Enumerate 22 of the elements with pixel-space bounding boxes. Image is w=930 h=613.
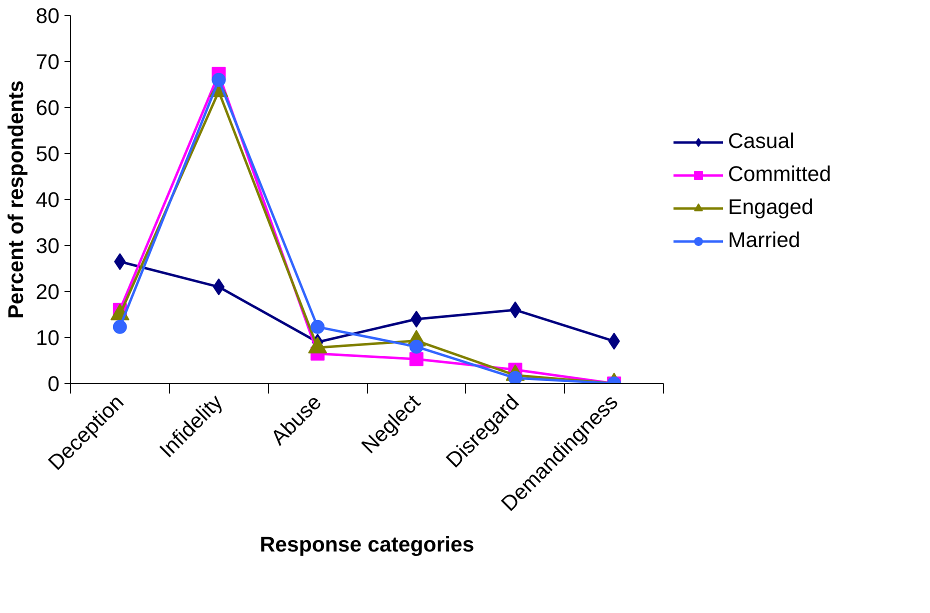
- legend-label: Committed: [728, 162, 832, 187]
- y-tick-label: 60: [36, 96, 60, 120]
- y-axis-title: Percent of respondents: [4, 80, 28, 319]
- point: [212, 278, 225, 296]
- y-tick-label: 10: [36, 326, 60, 350]
- point: [212, 72, 226, 87]
- point: [509, 301, 522, 318]
- x-axis-title: Response categories: [260, 532, 474, 556]
- y-tick-label: 50: [36, 142, 60, 166]
- y-tick-label: 80: [36, 4, 60, 28]
- y-tick-label: 0: [48, 372, 60, 396]
- y-tick-label: 70: [36, 50, 60, 74]
- y-tick-label: 40: [36, 188, 60, 212]
- point: [310, 320, 325, 334]
- y-tick-label: 20: [36, 280, 60, 304]
- legend-label: Casual: [728, 129, 794, 154]
- point: [112, 320, 127, 334]
- point: [409, 340, 424, 354]
- legend-label: Engaged: [728, 195, 814, 220]
- point: [409, 352, 424, 366]
- y-tick-label: 30: [36, 234, 60, 258]
- legend-label: Married: [728, 228, 800, 253]
